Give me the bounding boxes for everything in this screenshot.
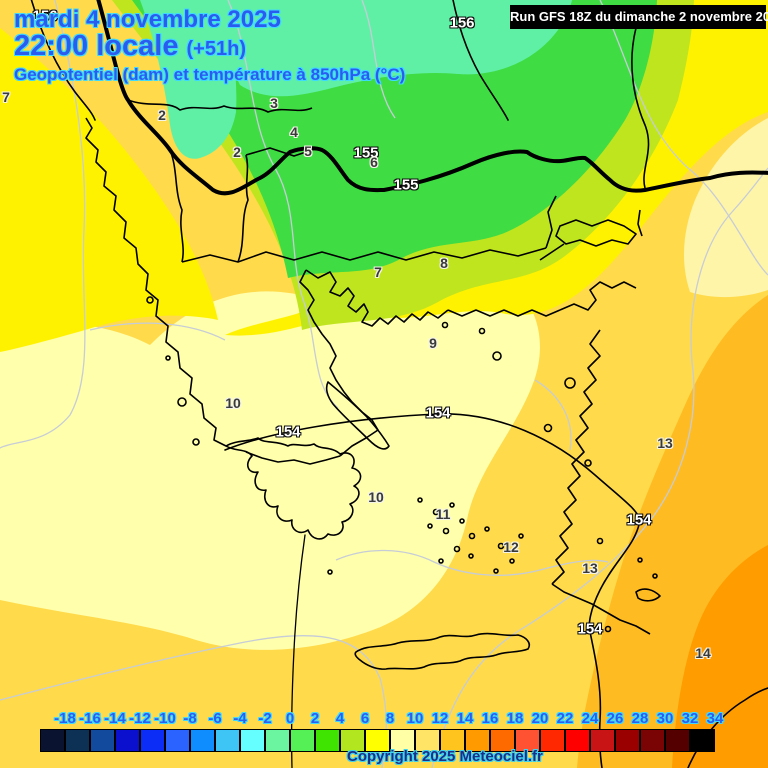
geopotential-label: 154 bbox=[577, 620, 603, 638]
colorbar-tick-label: 22 bbox=[556, 710, 574, 727]
colorbar-cell bbox=[640, 729, 665, 752]
colorbar-cell bbox=[340, 729, 365, 752]
colorbar-cell bbox=[365, 729, 390, 752]
colorbar-cell bbox=[265, 729, 290, 752]
colorbar-tick-label: 10 bbox=[406, 710, 424, 727]
copyright-text: Copyright 2025 Meteociel.fr bbox=[347, 748, 543, 765]
temperature-label: 3 bbox=[270, 95, 278, 111]
temperature-label: 10 bbox=[368, 489, 384, 505]
temperature-label: 2 bbox=[158, 107, 166, 123]
colorbar-cell bbox=[215, 729, 240, 752]
colorbar-tick-label: 6 bbox=[360, 710, 370, 727]
colorbar-cell bbox=[540, 729, 565, 752]
forecast-offset-text: (+51h) bbox=[186, 38, 246, 60]
colorbar-tick-label: 16 bbox=[481, 710, 499, 727]
temperature-label: 6 bbox=[370, 154, 378, 170]
colorbar-cell bbox=[590, 729, 615, 752]
colorbar-cell bbox=[690, 729, 715, 752]
colorbar-tick-label: 34 bbox=[706, 710, 724, 727]
map-parameter-subtitle: Geopotentiel (dam) et température à 850h… bbox=[14, 65, 406, 84]
temperature-label: 11 bbox=[435, 506, 451, 522]
colorbar-cell bbox=[190, 729, 215, 752]
colorbar-cell bbox=[90, 729, 115, 752]
colorbar-cell bbox=[240, 729, 265, 752]
colorbar-tick-label: -16 bbox=[79, 710, 101, 727]
colorbar-tick-label: 32 bbox=[681, 710, 699, 727]
colorbar-tick-label: -2 bbox=[258, 710, 272, 727]
colorbar-tick-label: -6 bbox=[208, 710, 222, 727]
colorbar-tick-label: 18 bbox=[506, 710, 524, 727]
colorbar-tick-label: 24 bbox=[581, 710, 599, 727]
coastlines-borders bbox=[85, 27, 661, 670]
colorbar-tick-label: -14 bbox=[104, 710, 126, 727]
colorbar-cell bbox=[140, 729, 165, 752]
temperature-label: 8 bbox=[440, 255, 448, 271]
colorbar-tick-label: 2 bbox=[310, 710, 320, 727]
temperature-label: 4 bbox=[290, 124, 298, 140]
model-run-banner: Run GFS 18Z du dimanche 2 novembre 2025 bbox=[510, 5, 768, 29]
colorbar-cell bbox=[115, 729, 140, 752]
colorbar-tick-label: 14 bbox=[456, 710, 474, 727]
colorbar-tick-label: -12 bbox=[129, 710, 151, 727]
colorbar-tick-label: 26 bbox=[606, 710, 624, 727]
colorbar-tick-label: 20 bbox=[531, 710, 549, 727]
colorbar-tick-label: 8 bbox=[385, 710, 395, 727]
colorbar-tick-label: 4 bbox=[335, 710, 345, 727]
colorbar-tick-label: 0 bbox=[285, 710, 295, 727]
temperature-label: 2 bbox=[233, 144, 241, 160]
local-time-text: 22:00 locale bbox=[14, 30, 179, 62]
geopotential-label: 154 bbox=[425, 404, 451, 422]
colorbar-cell bbox=[465, 729, 490, 752]
temperature-label: 10 bbox=[225, 395, 241, 411]
temperature-label: 7 bbox=[2, 89, 10, 105]
colorbar-cell bbox=[440, 729, 465, 752]
colorbar-cell bbox=[165, 729, 190, 752]
geopotential-label: 156 bbox=[449, 14, 475, 32]
colorbar-cell bbox=[665, 729, 690, 752]
geopotential-label: 156 bbox=[32, 7, 58, 25]
colorbar-tick-label: -8 bbox=[183, 710, 197, 727]
colorbar-cell bbox=[315, 729, 340, 752]
colorbar-cell bbox=[515, 729, 540, 752]
geopotential-label: 154 bbox=[275, 423, 301, 441]
colorbar-tick-label: -10 bbox=[154, 710, 176, 727]
temperature-label: 13 bbox=[582, 560, 598, 576]
temperature-label: 12 bbox=[503, 539, 519, 555]
geopotential-label: 154 bbox=[626, 511, 652, 529]
colorbar-cell bbox=[390, 729, 415, 752]
map-date-title: mardi 4 novembre 2025 bbox=[14, 6, 281, 33]
colorbar-cell bbox=[40, 729, 65, 752]
colorbar-cell bbox=[490, 729, 515, 752]
colorbar-cell bbox=[615, 729, 640, 752]
geopotential-label: 155 bbox=[353, 144, 379, 162]
colorbar-cell bbox=[65, 729, 90, 752]
colorbar-tick-label: -4 bbox=[233, 710, 247, 727]
colorbar-tick-label: 28 bbox=[631, 710, 649, 727]
colorbar-tick-label: 12 bbox=[431, 710, 449, 727]
map-time-title: 22:00 locale (+51h) bbox=[14, 30, 246, 63]
colorbar-tick-label: -18 bbox=[54, 710, 76, 727]
temperature-label: 13 bbox=[657, 435, 673, 451]
temperature-label: 9 bbox=[429, 335, 437, 351]
colorbar-tick-label: 30 bbox=[656, 710, 674, 727]
colorbar-cell bbox=[290, 729, 315, 752]
geopotential-label: 155 bbox=[393, 176, 419, 194]
temperature-label: 7 bbox=[374, 264, 382, 280]
temperature-label: 5 bbox=[304, 143, 312, 159]
colorbar-cell bbox=[565, 729, 590, 752]
colorbar-cell bbox=[415, 729, 440, 752]
temperature-label: 14 bbox=[695, 645, 711, 661]
